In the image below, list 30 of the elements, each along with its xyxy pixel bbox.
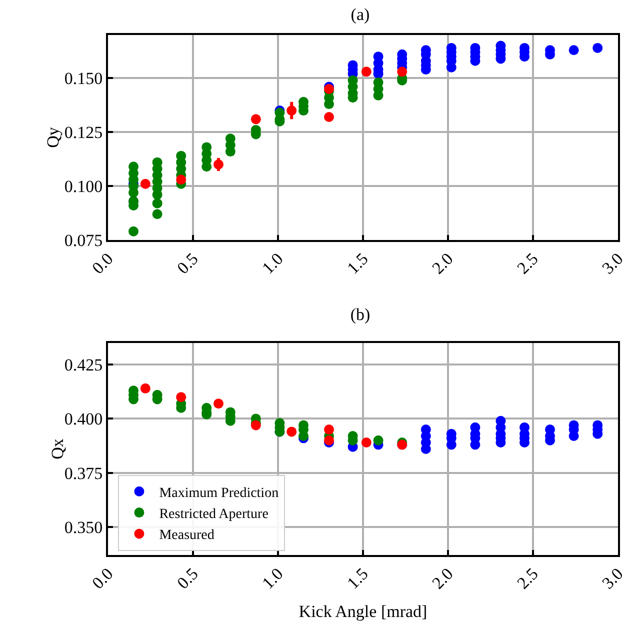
x-tick-label: 2.5 [513,564,542,593]
y-tick-label: 0.425 [64,356,103,375]
x-tick-label: 0.5 [173,564,202,593]
y-tick-label: 0.350 [64,518,103,537]
x-tick-label: 2.5 [513,249,542,278]
legend-label: Restricted Aperture [159,507,268,522]
x-tick-label: 0.0 [88,564,117,593]
x-tick-label: 2.0 [428,564,457,593]
y-tick-label: 0.150 [64,69,103,88]
x-axis-title: Kick Angle [mrad] [298,602,428,621]
x-tick-label: 1.5 [343,249,372,278]
x-tick-label: 2.0 [428,249,457,278]
x-tick-label: 1.5 [343,564,372,593]
y-tick-label: 0.375 [64,464,103,483]
y-axis-title: Qy [43,126,62,148]
chart-title: (b) [350,304,370,324]
legend-label: Measured [159,528,214,544]
y-axis-title: Qx [48,438,67,460]
chart-title: (a) [350,4,370,24]
x-tick-label: 3.0 [598,564,627,593]
x-tick-label: 1.0 [258,564,287,593]
y-tick-label: 0.100 [64,177,103,196]
y-tick-label: 0.400 [64,410,103,429]
x-tick-label: 1.0 [258,249,287,278]
y-tick-label: 0.075 [64,230,103,250]
x-tick-label: 0.0 [88,249,117,278]
y-tick-label: 0.125 [64,123,103,142]
x-tick-label: 0.5 [173,249,202,278]
legend-label: Maximum Prediction [159,486,279,501]
x-tick-label: 3.0 [598,249,627,278]
